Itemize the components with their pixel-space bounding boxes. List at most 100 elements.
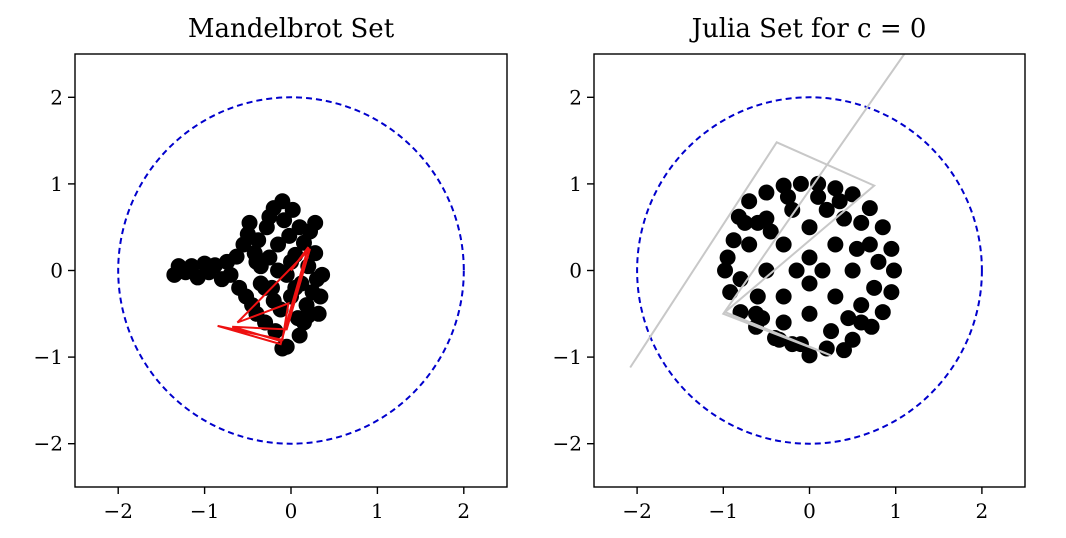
julia-axes-frame bbox=[593, 53, 1026, 488]
data-point bbox=[291, 327, 308, 344]
data-point bbox=[835, 210, 852, 227]
data-point bbox=[818, 201, 835, 218]
y-tick-label: −1 bbox=[553, 345, 582, 369]
mandelbrot-ticks: −2 −1 0 1 2 −2 −1 0 1 2 bbox=[34, 85, 471, 523]
mandelbrot-title: Mandelbrot Set bbox=[188, 14, 395, 44]
data-point bbox=[844, 186, 861, 203]
x-tick-label: −1 bbox=[709, 499, 738, 523]
data-point bbox=[295, 314, 312, 331]
data-point bbox=[885, 262, 902, 279]
data-point bbox=[228, 248, 245, 265]
data-point bbox=[861, 200, 878, 217]
data-point bbox=[252, 275, 269, 292]
y-tick-label: 0 bbox=[569, 259, 582, 283]
orbit-path bbox=[217, 246, 311, 346]
data-point bbox=[801, 275, 818, 292]
julia-plot-area bbox=[629, 54, 983, 445]
data-point bbox=[722, 284, 739, 301]
data-point bbox=[848, 240, 865, 257]
y-tick-label: −2 bbox=[34, 432, 63, 456]
y-tick-label: 0 bbox=[50, 259, 63, 283]
data-point bbox=[779, 188, 796, 205]
y-tick-label: 1 bbox=[569, 172, 582, 196]
data-point bbox=[844, 262, 861, 279]
x-tick-label: 0 bbox=[803, 499, 816, 523]
data-point bbox=[853, 314, 870, 331]
data-point bbox=[874, 304, 891, 321]
data-point bbox=[801, 305, 818, 322]
data-point bbox=[870, 253, 887, 270]
data-point bbox=[725, 232, 742, 249]
data-point bbox=[741, 193, 758, 210]
mandelbrot-plot-area bbox=[117, 96, 465, 445]
data-point bbox=[831, 193, 848, 210]
data-point bbox=[823, 323, 840, 340]
julia-ticks: −2 −1 0 1 2 −2 −1 0 1 2 bbox=[553, 85, 989, 523]
data-point bbox=[754, 310, 771, 327]
subplot-mandelbrot: Mandelbrot Set −2 −1 0 1 2 −2 −1 0 1 2 bbox=[34, 14, 508, 523]
data-point bbox=[775, 314, 792, 331]
data-point bbox=[749, 288, 766, 305]
orbit-path bbox=[629, 54, 906, 369]
y-tick-label: −1 bbox=[34, 345, 63, 369]
data-point bbox=[250, 232, 267, 249]
data-point bbox=[835, 342, 852, 359]
data-point bbox=[758, 184, 775, 201]
data-point bbox=[784, 201, 801, 218]
data-point bbox=[732, 271, 749, 288]
data-point bbox=[265, 292, 282, 309]
x-tick-label: 1 bbox=[889, 499, 902, 523]
data-point bbox=[222, 266, 239, 283]
data-point bbox=[861, 236, 878, 253]
data-point bbox=[762, 223, 779, 240]
data-point bbox=[810, 175, 827, 192]
data-point bbox=[741, 236, 758, 253]
y-tick-label: −2 bbox=[553, 432, 582, 456]
data-point bbox=[883, 284, 900, 301]
subplot-julia: Julia Set for c = 0 −2 −1 0 1 2 −2 −1 0 1 2 bbox=[553, 14, 1026, 523]
data-point bbox=[827, 236, 844, 253]
x-tick-label: 1 bbox=[371, 499, 384, 523]
data-point bbox=[853, 297, 870, 314]
data-point bbox=[206, 257, 223, 274]
data-point bbox=[801, 347, 818, 364]
x-tick-label: −1 bbox=[190, 499, 219, 523]
data-point bbox=[248, 253, 265, 270]
escape-radius-circle bbox=[636, 96, 983, 445]
data-point bbox=[788, 262, 805, 279]
data-point bbox=[284, 201, 301, 218]
data-point bbox=[866, 279, 883, 296]
y-tick-label: 2 bbox=[569, 85, 582, 109]
x-tick-label: −2 bbox=[103, 499, 132, 523]
data-point bbox=[827, 180, 844, 197]
data-point bbox=[261, 249, 278, 266]
data-point bbox=[775, 288, 792, 305]
data-point bbox=[719, 249, 736, 266]
julia-title: Julia Set for c = 0 bbox=[689, 14, 927, 44]
data-point bbox=[840, 310, 857, 327]
x-tick-label: 0 bbox=[285, 499, 298, 523]
data-point bbox=[314, 266, 331, 283]
data-point bbox=[853, 214, 870, 231]
data-point bbox=[241, 214, 258, 231]
data-point bbox=[312, 288, 329, 305]
data-point bbox=[792, 175, 809, 192]
data-point bbox=[874, 219, 891, 236]
data-point bbox=[270, 262, 287, 279]
data-point bbox=[801, 219, 818, 236]
data-point bbox=[827, 288, 844, 305]
data-point bbox=[810, 188, 827, 205]
escape-radius-circle bbox=[117, 96, 465, 445]
data-point bbox=[717, 262, 734, 279]
data-point bbox=[814, 262, 831, 279]
data-point bbox=[801, 249, 818, 266]
x-tick-label: 2 bbox=[457, 499, 470, 523]
data-point bbox=[736, 214, 753, 231]
y-tick-label: 2 bbox=[50, 85, 63, 109]
x-tick-label: −2 bbox=[622, 499, 651, 523]
data-point bbox=[270, 236, 287, 253]
x-tick-label: 2 bbox=[976, 499, 989, 523]
data-point bbox=[775, 236, 792, 253]
data-point bbox=[307, 214, 324, 231]
